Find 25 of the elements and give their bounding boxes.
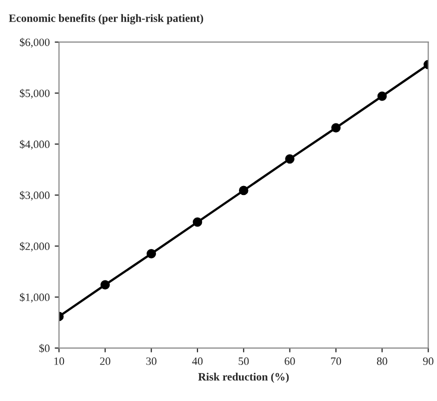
x-tick-label: 20 bbox=[100, 357, 110, 365]
point bbox=[238, 186, 248, 196]
x-axis-title: Risk reduction (%) bbox=[198, 372, 289, 383]
y-tick-label: $5,000 bbox=[20, 88, 50, 99]
x-tick-label: 30 bbox=[146, 357, 156, 365]
y-tick-label: $3,000 bbox=[20, 190, 50, 201]
point bbox=[331, 123, 341, 132]
y-tick-label: $6,000 bbox=[20, 38, 50, 48]
point bbox=[285, 154, 294, 164]
y-tick-label: $1,000 bbox=[20, 292, 50, 303]
x-tick-label: 10 bbox=[54, 357, 64, 365]
x-tick-label: 40 bbox=[192, 357, 203, 365]
x-tick-label: 70 bbox=[331, 357, 342, 365]
point bbox=[192, 217, 202, 227]
x-tick-label: 80 bbox=[376, 357, 388, 365]
x-tick-label: 90 bbox=[423, 357, 434, 365]
y-tick-label: $0 bbox=[39, 344, 50, 353]
y-tick-label: $2,000 bbox=[20, 242, 50, 252]
point bbox=[146, 249, 156, 258]
point bbox=[377, 91, 387, 101]
x-tick-label: 60 bbox=[284, 357, 295, 365]
chart-title: Economic benefits (per high-risk patient) bbox=[8, 14, 204, 24]
y-tick-label: $4,000 bbox=[20, 140, 50, 150]
x-tick-label: 50 bbox=[238, 357, 249, 365]
point bbox=[100, 280, 110, 290]
